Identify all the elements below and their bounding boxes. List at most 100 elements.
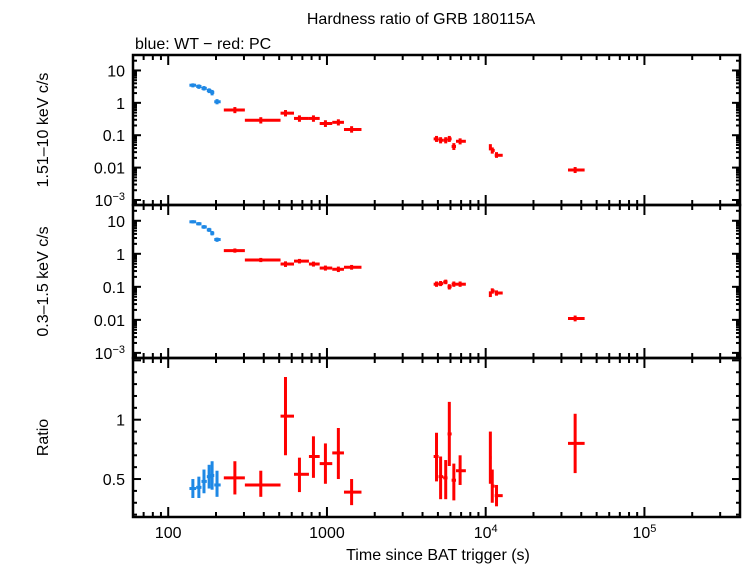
series-wt [189, 461, 221, 499]
y-tick-label: 1 [116, 96, 125, 113]
data-point [210, 230, 215, 236]
data-point [343, 126, 362, 133]
data-point [280, 261, 294, 267]
series-wt [189, 220, 221, 242]
series-pc [223, 376, 585, 507]
data-point [451, 143, 456, 150]
data-point [443, 279, 448, 285]
data-point [451, 463, 456, 501]
data-point [210, 461, 215, 490]
data-point [214, 237, 221, 242]
data-point [332, 266, 344, 273]
series-pc [223, 248, 585, 322]
data-point [433, 432, 439, 482]
data-point [280, 376, 294, 456]
data-point [201, 225, 207, 229]
chart-subtitle: blue: WT − red: PC [135, 36, 271, 53]
data-point [433, 135, 439, 142]
data-point [201, 86, 207, 91]
data-point [332, 428, 344, 480]
data-point [201, 469, 207, 494]
data-point [455, 455, 466, 485]
data-point [433, 281, 439, 287]
data-point [490, 147, 495, 154]
series-wt [189, 83, 221, 105]
data-point [308, 436, 320, 478]
y-tick-label: 0.5 [103, 472, 125, 489]
panel-ratio: 1 0.5 Ratio [35, 356, 742, 519]
data-point [343, 479, 362, 506]
data-point [447, 401, 452, 466]
data-point [244, 117, 281, 124]
y-axis-label-hard: 1.51–10 keV c/s [35, 73, 52, 188]
data-point [451, 281, 456, 287]
y-tick-label: 1 [116, 247, 125, 264]
y-tick-label: 0.1 [103, 280, 125, 297]
data-point [494, 152, 503, 158]
x-axis-label: Time since BAT trigger (s) [346, 547, 530, 564]
chart-title: Hardness ratio of GRB 180115A [307, 11, 536, 28]
data-point [196, 84, 202, 89]
data-point [244, 470, 281, 497]
data-point [210, 89, 215, 96]
data-point [214, 470, 221, 497]
data-point [332, 119, 344, 126]
data-point [455, 138, 466, 145]
data-point [490, 469, 495, 503]
data-point [438, 456, 444, 500]
data-point [189, 220, 197, 224]
panel-hard: 10 1 0.1 0.01 10−3 1.51–10 keV c/s [35, 53, 742, 210]
data-point [223, 248, 245, 253]
data-point [308, 115, 320, 122]
data-point [567, 167, 585, 174]
y-tick-label: 0.01 [94, 161, 125, 178]
data-point [308, 261, 320, 267]
data-point [189, 83, 197, 88]
data-point [319, 120, 333, 127]
data-point [293, 115, 309, 122]
data-point [443, 460, 448, 500]
data-point [447, 284, 452, 290]
x-tick-label: 104 [474, 523, 498, 542]
data-point [206, 227, 212, 232]
data-point [488, 431, 492, 484]
data-point [189, 479, 197, 499]
y-tick-label: 10−3 [95, 191, 125, 210]
data-point [244, 257, 281, 263]
series-pc [223, 107, 585, 174]
data-point [490, 288, 495, 294]
y-tick-label: 10 [107, 214, 125, 231]
data-point [280, 110, 294, 117]
panels: 10 1 0.1 0.01 10−3 1.51–10 keV c/s 10 1 0.1 0.01 1… [35, 53, 742, 519]
data-point [223, 461, 245, 495]
panel-frame [131, 53, 742, 207]
data-point [447, 135, 452, 142]
data-point [438, 281, 444, 287]
y-axis-label-soft: 0.3–1.5 keV c/s [35, 226, 52, 336]
x-tick-label: 105 [632, 523, 656, 542]
data-point [455, 281, 466, 287]
data-point [319, 443, 333, 484]
data-point [567, 315, 585, 322]
data-point [488, 291, 492, 298]
y-tick-label: 0.01 [94, 313, 125, 330]
data-point [494, 290, 503, 296]
data-point [293, 258, 309, 264]
y-axis-label-ratio: Ratio [35, 419, 52, 456]
data-point [494, 484, 503, 507]
x-tick-label: 1000 [309, 525, 345, 542]
y-tick-label: 10−3 [95, 344, 125, 363]
data-point [293, 457, 309, 493]
x-axis: 100 1000 104 105 [155, 523, 657, 542]
data-point [567, 413, 585, 474]
data-point [196, 222, 202, 226]
x-tick-label: 100 [155, 525, 182, 542]
data-point [319, 265, 333, 271]
panel-soft: 10 1 0.1 0.01 10−3 0.3–1.5 keV c/s [35, 203, 742, 363]
y-tick-label: 0.1 [103, 128, 125, 145]
data-point [214, 99, 221, 105]
data-point [343, 264, 362, 270]
y-tick-label: 1 [116, 413, 125, 430]
data-point [196, 476, 202, 499]
